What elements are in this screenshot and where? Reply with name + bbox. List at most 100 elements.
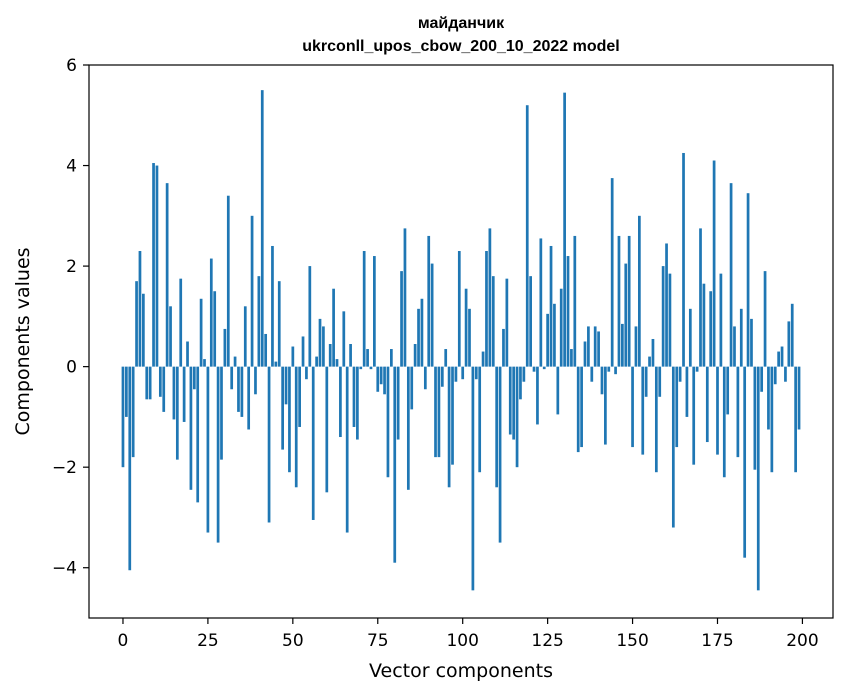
bar: [461, 366, 465, 380]
bar: [692, 366, 696, 465]
bar: [665, 243, 668, 367]
bar: [223, 328, 227, 367]
bar: [240, 366, 244, 417]
y-tick-label: 6: [66, 56, 77, 76]
bar: [797, 366, 801, 430]
bar: [607, 366, 611, 372]
y-tick-label: −4: [52, 559, 77, 579]
bar: [614, 366, 617, 375]
bar: [709, 291, 713, 367]
bar: [311, 366, 315, 520]
bar: [226, 195, 230, 367]
bar: [434, 366, 437, 458]
bar: [155, 165, 159, 367]
bar: [688, 308, 692, 367]
bar: [505, 278, 509, 367]
bar: [495, 366, 499, 488]
bar: [627, 235, 631, 367]
bar: [719, 273, 723, 367]
bar: [359, 366, 363, 370]
bar: [559, 288, 563, 367]
bar: [634, 326, 638, 367]
bar: [695, 366, 699, 372]
y-axis-label: Components values: [12, 247, 34, 435]
bar: [519, 366, 522, 400]
bar: [264, 333, 268, 367]
bar: [668, 273, 672, 367]
y-axis: −4 −2 0 2 4 6: [52, 56, 89, 579]
bar: [488, 228, 492, 367]
bar: [345, 366, 349, 533]
bar: [617, 235, 621, 367]
bar: [648, 356, 651, 367]
bar: [763, 271, 767, 367]
bar: [753, 366, 757, 470]
bar: [658, 366, 662, 397]
bar: [274, 361, 278, 367]
bar: [257, 276, 261, 367]
bar: [135, 281, 138, 367]
bar: [654, 366, 658, 473]
bar: [631, 366, 634, 448]
bar: [169, 306, 172, 367]
bar: [203, 359, 206, 367]
x-tick-label: 175: [701, 631, 733, 651]
bar: [508, 366, 512, 435]
bar: [366, 349, 369, 367]
x-axis: 0 25 50 75 100 125 150 175 200: [118, 618, 819, 651]
bar: [699, 228, 702, 367]
bar: [335, 359, 339, 367]
bar: [390, 349, 393, 367]
bar: [427, 235, 431, 367]
bar: [220, 366, 223, 460]
bar: [522, 366, 526, 382]
bar: [573, 235, 577, 367]
bar: [716, 366, 719, 455]
bar: [733, 326, 736, 367]
bar: [444, 349, 448, 367]
bar: [556, 366, 560, 415]
bar: [325, 366, 329, 493]
bar: [756, 366, 760, 591]
bar: [138, 251, 142, 367]
bar: [563, 92, 566, 367]
bar: [546, 313, 549, 367]
bar: [471, 366, 475, 591]
bar: [621, 323, 624, 367]
bar: [192, 366, 196, 390]
bar: [175, 366, 179, 460]
bar: [794, 366, 797, 473]
bar: [685, 366, 689, 417]
y-tick-label: −2: [52, 458, 77, 478]
bar: [322, 326, 325, 367]
bar: [260, 90, 264, 367]
bar: [352, 366, 356, 427]
bar: [587, 326, 590, 367]
bar: [549, 245, 553, 367]
bar: [237, 366, 240, 412]
bar: [651, 338, 655, 367]
bar: [515, 366, 519, 468]
bar: [186, 341, 189, 367]
bar: [213, 291, 217, 367]
bar: [671, 366, 675, 528]
bar: [678, 366, 682, 382]
bar: [131, 366, 135, 458]
bar: [182, 366, 186, 422]
bar: [413, 344, 417, 367]
bar: [682, 152, 685, 367]
bar: [481, 351, 485, 367]
bar: [576, 366, 580, 453]
bar: [502, 328, 505, 367]
x-tick-label: 150: [616, 631, 648, 651]
bar: [254, 366, 257, 395]
bar: [396, 366, 400, 440]
bar: [318, 318, 322, 367]
bar: [383, 366, 386, 395]
bar: [298, 366, 301, 427]
bar: [376, 366, 380, 392]
bar: [485, 251, 488, 367]
bar: [332, 288, 335, 367]
bar: [393, 366, 397, 563]
